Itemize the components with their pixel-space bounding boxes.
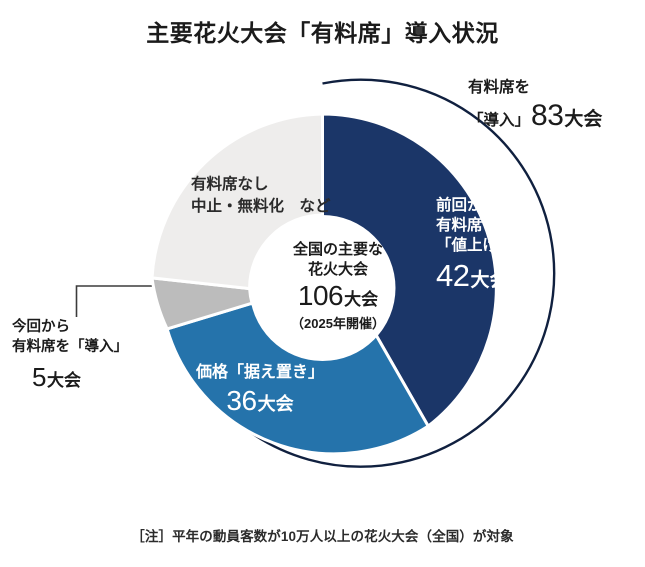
donut-center-line4: （2025年開催） xyxy=(291,316,385,331)
label-value-up-line1: 前回から xyxy=(436,197,499,214)
label-price-same-line1: 価格「据え置き」 xyxy=(196,364,325,381)
callout-newly-introduced-line2: 有料席を「導入」 xyxy=(12,338,128,355)
callout-introduced-value: 83 xyxy=(531,99,564,133)
label-price-same: 価格「据え置き」 36 大会 xyxy=(196,363,324,419)
label-no-paid-seats: 有料席なし 中止・無料化 など xyxy=(191,174,331,218)
callout-introduced-line2: 「導入」 xyxy=(468,112,531,130)
callout-newly-introduced-unit: 大会 xyxy=(46,371,81,391)
donut-center-value: 106 xyxy=(297,280,344,311)
callout-introduced-line1: 有料席を xyxy=(468,79,531,96)
donut-chart xyxy=(75,78,556,468)
label-value-up: 前回から 有料席を 「値上げ」 42 大会 xyxy=(436,196,514,296)
callout-newly-introduced-line1: 今回から xyxy=(12,319,70,335)
label-no-paid-seats-line2: 中止・無料化 など xyxy=(191,198,331,215)
label-value-up-line2: 有料席を xyxy=(436,217,499,235)
leader-line-new xyxy=(75,285,169,317)
label-value-up-line3: 「値上げ」 xyxy=(436,237,514,255)
label-price-same-value: 36 xyxy=(226,384,257,416)
footnote: ［注］平年の動員客数が10万人以上の花火大会（全国）が対象 xyxy=(131,529,514,544)
callout-newly-introduced: 今回から 有料席を「導入」 5 大会 xyxy=(12,318,128,393)
label-price-same-unit: 大会 xyxy=(257,393,294,414)
label-value-up-unit: 大会 xyxy=(470,270,509,292)
label-value-up-value: 42 xyxy=(436,258,470,294)
page-title: 主要花火大会「有料席」導入状況 xyxy=(146,20,499,46)
donut-hub xyxy=(249,215,396,361)
callout-introduced-unit: 大会 xyxy=(564,109,603,131)
donut-center-line1: 全国の主要な xyxy=(292,241,383,258)
donut-center-unit: 大会 xyxy=(344,290,379,309)
callout-introduced: 有料席を 「導入」 83 大会 xyxy=(468,78,602,134)
callout-newly-introduced-value: 5 xyxy=(32,362,46,393)
label-no-paid-seats-line1: 有料席なし xyxy=(191,176,269,193)
donut-center-line2: 花火大会 xyxy=(307,260,368,278)
donut-center-label: 全国の主要な 花火大会 106 大会 （2025年開催） xyxy=(262,240,414,332)
